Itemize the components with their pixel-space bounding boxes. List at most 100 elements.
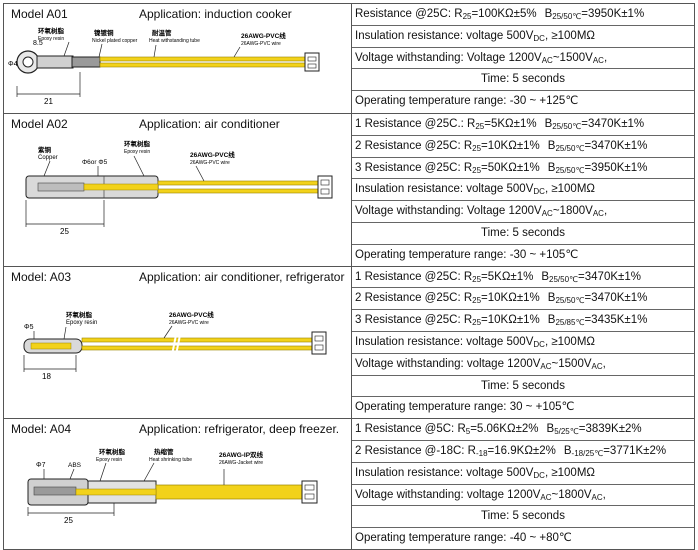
row-header: Model: A04 Application: refrigerator, de… <box>4 419 351 439</box>
callout-label: 耐温管 <box>152 28 172 37</box>
spec-text: =10KΩ±1% <box>481 292 540 305</box>
row-header: Model A02 Application: air conditioner <box>4 114 351 134</box>
callout-label: 环氧树脂 <box>38 26 65 35</box>
drawing-cell: Model A02 Application: air conditioner <box>3 113 352 267</box>
spec-text: =3950K±1% <box>584 161 648 174</box>
spec-text: Operating temperature range: 30 ~ +105℃ <box>355 401 575 414</box>
spec-line: Insulation resistance: voltage 500VDC, ≥… <box>352 179 694 202</box>
callout-label: 环氧树脂 <box>66 310 93 319</box>
spec-text: Voltage withstanding: voltage 1200V <box>355 357 541 370</box>
dim-label: Φ6or Φ5 <box>82 159 108 166</box>
callout-label: Nickel plated copper <box>92 38 138 44</box>
callout-label: 26AWG-PVC wire <box>241 41 281 47</box>
spec-text: , ≥100MΩ <box>544 466 596 479</box>
spec-text: , ≥100MΩ <box>544 335 596 348</box>
spec-table: Model A01 Application: induction cooker <box>3 3 695 550</box>
spec-line: Voltage withstanding: voltage 1200V AC~15… <box>352 354 694 376</box>
spec-text: =5.06KΩ±2% <box>470 423 539 436</box>
drawing-cell: Model: A03 Application: air conditioner,… <box>3 265 352 420</box>
subscript: AC <box>591 361 603 371</box>
sensor-drawing-a01: 21 Φ4 8.5 环氧树脂 Epoxy resin 镍镀铜 Nickel pl… <box>8 26 320 106</box>
spec-cell: 1 Resistance @25C: R25=5KΩ±1% B25/50℃=347… <box>351 265 695 420</box>
callout-label: 紫铜 <box>38 145 52 154</box>
spec-line: Operating temperature range: -40 ~ +80℃ <box>352 528 694 549</box>
spec-text: =3470K±1% <box>584 139 648 152</box>
spec-line: Time: 5 seconds <box>352 506 694 529</box>
spec-text: =3771K±2% <box>603 444 667 457</box>
spec-line: Time: 5 seconds <box>352 69 694 92</box>
model-label: Model A01 <box>11 7 68 21</box>
callout-label: Epoxy resin <box>124 149 150 155</box>
drawing-cell: Model A01 Application: induction cooker <box>3 3 352 114</box>
spec-line: Operating temperature range: -30 ~ +105℃ <box>352 245 694 266</box>
sensor-drawing-a03: 18 Φ5 环氧树脂 Epoxy resin 26AWG-PVC线 26AWG-… <box>23 310 327 381</box>
spec-text: ~1500V <box>551 357 592 370</box>
subscript: 25 <box>475 122 485 131</box>
spec-text: Insulation resistance: voltage 500V <box>355 183 534 196</box>
spec-line: 3 Resistance @25C: R25=50KΩ±1% B25/50℃=39… <box>352 158 694 180</box>
sensor-drawing-a02: 25 紫铜 Copper Φ6or Φ5 环氧树脂 Epoxy resin 26… <box>25 139 333 236</box>
spec-text: ~1800V <box>551 488 592 501</box>
spec-text: Operating temperature range: -40 ~ +80℃ <box>355 532 572 545</box>
spec-text: =100KΩ±5% <box>471 8 537 20</box>
spec-text: =5KΩ±1% <box>481 270 534 283</box>
callout-label: 镍镀铜 <box>94 28 114 37</box>
callout-label: Epoxy resin <box>38 36 64 42</box>
spec-cell: Resistance @25C: R25=100KΩ±5% B25/50℃=395… <box>351 3 695 114</box>
spec-cell: 1 Resistance @25C.: R25=5KΩ±1% B25/50℃=34… <box>351 113 695 267</box>
callout-label: Heat shrinking tube <box>149 457 192 463</box>
spec-text: Voltage withstanding: Voltage 1200V <box>355 205 542 218</box>
subscript: DC <box>533 470 545 480</box>
spec-text: Operating temperature range: -30 ~ +105℃ <box>355 248 579 261</box>
spec-line: Operating temperature range: -30 ~ +125℃ <box>352 91 694 112</box>
subscript: 25 <box>462 12 472 21</box>
spec-text: =5KΩ±1% <box>484 118 537 130</box>
spec-line: 2 Resistance @-18C: R-18=16.9KΩ±2% B-18/2… <box>352 441 694 463</box>
subscript: 25 <box>472 165 482 175</box>
spec-text: Insulation resistance: voltage 500V <box>355 29 534 42</box>
subscript: AC <box>591 492 603 502</box>
subscript: AC <box>592 209 604 219</box>
spec-text: =10KΩ±1% <box>481 314 540 327</box>
subscript: 25 <box>472 296 482 306</box>
spec-text: =10KΩ±1% <box>481 139 540 152</box>
spec-line: Insulation resistance: voltage 500VDC, ≥… <box>352 463 694 485</box>
spec-text: 2 Resistance @25C: R <box>355 292 473 305</box>
model-row-a03: Model: A03 Application: air conditioner,… <box>3 265 695 420</box>
spec-text: =3470K±1% <box>584 292 648 305</box>
callout-label: 26AWG-PVC线 <box>190 150 235 159</box>
spec-text: =3470K±1% <box>578 270 641 283</box>
subscript: 25/50℃ <box>552 122 582 131</box>
spec-lines: 1 Resistance @25C: R25=5KΩ±1% B25/50℃=347… <box>352 267 694 419</box>
callout-label: 环氧树脂 <box>99 447 126 456</box>
spec-text: B <box>541 270 550 283</box>
subscript: 25 <box>472 318 482 328</box>
spec-text: B <box>547 292 556 305</box>
spec-text: Time: 5 seconds <box>481 73 565 86</box>
dim-label: 18 <box>42 372 51 381</box>
subscript: 5/25℃ <box>554 427 579 437</box>
spec-line: 1 Resistance @25C.: R25=5KΩ±1% B25/50℃=34… <box>352 114 694 136</box>
subscript: 25/50℃ <box>552 12 582 21</box>
spec-line: 2 Resistance @25C: R25=10KΩ±1% B25/50℃=34… <box>352 288 694 311</box>
row-header: Model A01 Application: induction cooker <box>4 4 351 24</box>
callout-label: 26AWG-PVC线 <box>169 310 214 319</box>
subscript: -18/25℃ <box>571 448 604 458</box>
callout-label: 环氧树脂 <box>124 139 151 148</box>
spec-text: 1 Resistance @25C.: R <box>355 118 476 130</box>
spec-line: 1 Resistance @5C: R5=5.06KΩ±2% B5/25℃=383… <box>352 419 694 441</box>
spec-line: Operating temperature range: 30 ~ +105℃ <box>352 397 694 418</box>
spec-text: 3 Resistance @25C: R <box>355 314 473 327</box>
callout-label: 热缩管 <box>154 447 174 456</box>
callout-label: Copper <box>38 155 58 161</box>
callout-label: Epoxy resin <box>96 457 122 463</box>
subscript: AC <box>540 492 552 502</box>
row-header: Model: A03 Application: air conditioner,… <box>4 267 351 287</box>
spec-text: =3839K±2% <box>578 423 642 436</box>
spec-line: 2 Resistance @25C: R25=10KΩ±1% B25/50℃=34… <box>352 136 694 158</box>
spec-text: Insulation resistance: voltage 500V <box>355 335 534 348</box>
spec-text: =50KΩ±1% <box>481 161 540 174</box>
model-row-a01: Model A01 Application: induction cooker <box>3 3 695 114</box>
spec-text: =16.9KΩ±2% <box>487 444 556 457</box>
spec-line: 3 Resistance @25C: R25=10KΩ±1% B25/85℃=34… <box>352 310 694 332</box>
